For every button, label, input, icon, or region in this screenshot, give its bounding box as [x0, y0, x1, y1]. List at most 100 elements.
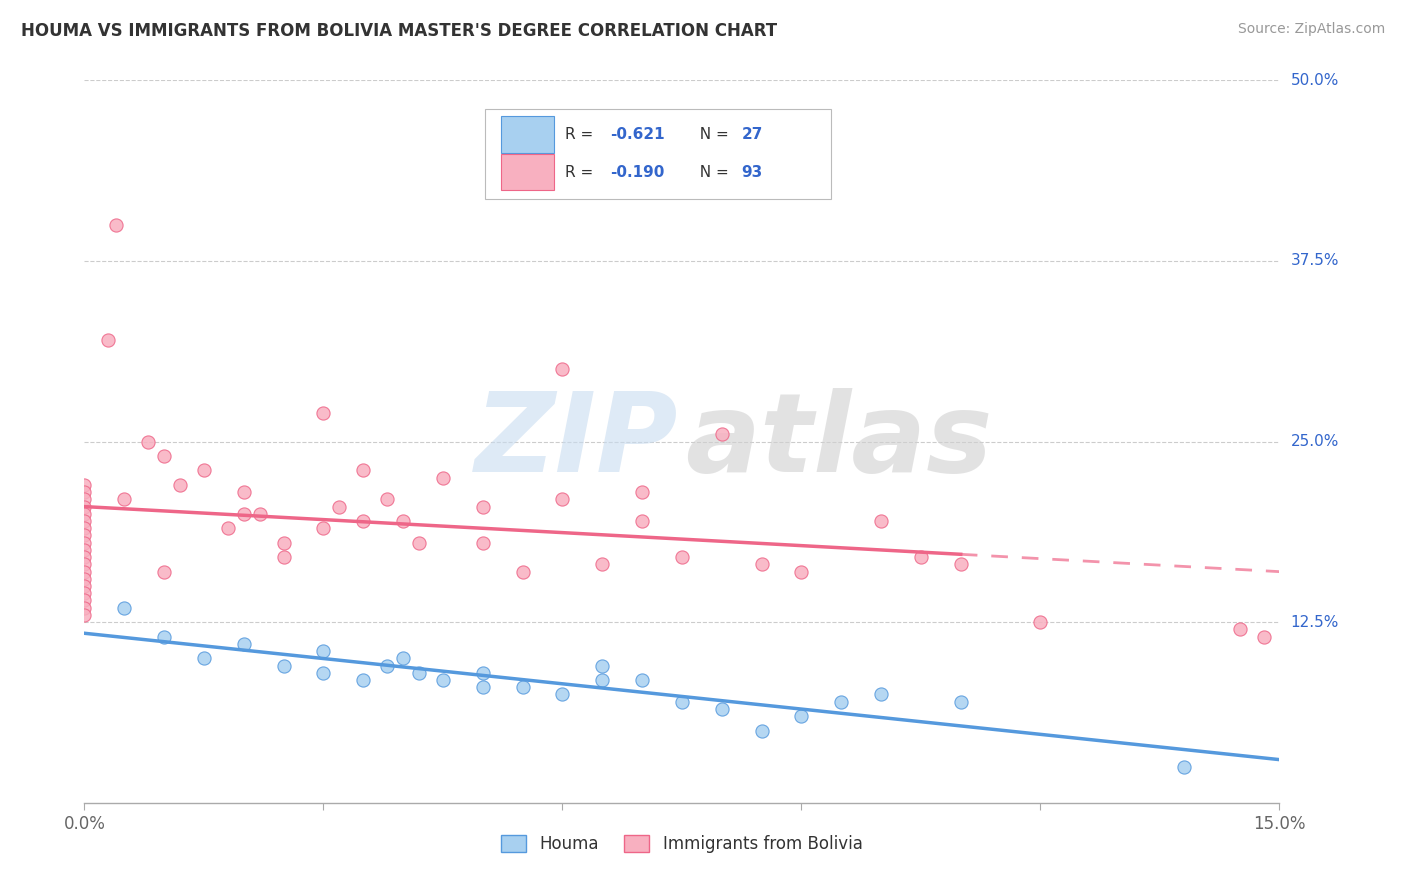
Point — [312, 665, 335, 680]
Point — [73, 558, 96, 572]
Point — [73, 500, 96, 514]
Point — [97, 334, 120, 348]
Point — [830, 695, 852, 709]
Point — [312, 521, 335, 535]
Point — [591, 558, 613, 572]
Point — [73, 507, 96, 521]
Point — [153, 565, 176, 579]
Point — [631, 514, 654, 528]
Point — [408, 535, 430, 549]
Point — [551, 362, 574, 376]
Text: HOUMA VS IMMIGRANTS FROM BOLIVIA MASTER'S DEGREE CORRELATION CHART: HOUMA VS IMMIGRANTS FROM BOLIVIA MASTER'… — [21, 22, 778, 40]
Point — [273, 658, 295, 673]
Point — [73, 600, 96, 615]
Point — [512, 680, 534, 694]
Point — [273, 550, 295, 565]
Point — [153, 449, 176, 463]
Point — [217, 521, 239, 535]
Point — [1029, 615, 1052, 630]
Point — [471, 500, 494, 514]
Text: N =: N = — [690, 164, 734, 179]
Text: 50.0%: 50.0% — [1291, 73, 1339, 87]
FancyBboxPatch shape — [502, 117, 554, 153]
Point — [73, 579, 96, 593]
Text: 37.5%: 37.5% — [1291, 253, 1339, 268]
Point — [73, 593, 96, 607]
Point — [73, 572, 96, 586]
Point — [73, 478, 96, 492]
Text: 25.0%: 25.0% — [1291, 434, 1339, 449]
Text: 27: 27 — [742, 127, 763, 142]
Point — [949, 695, 972, 709]
Point — [169, 478, 191, 492]
Point — [471, 665, 494, 680]
Point — [591, 673, 613, 687]
Point — [1229, 623, 1251, 637]
Point — [193, 651, 215, 665]
Point — [408, 665, 430, 680]
Point — [73, 542, 96, 557]
Point — [1253, 630, 1275, 644]
Point — [232, 637, 254, 651]
Point — [232, 485, 254, 500]
Point — [312, 406, 335, 420]
Text: N =: N = — [690, 127, 734, 142]
Point — [112, 492, 135, 507]
Point — [73, 528, 96, 542]
Text: R =: R = — [565, 164, 598, 179]
Point — [249, 507, 271, 521]
Point — [375, 658, 398, 673]
Point — [232, 507, 254, 521]
Point — [73, 535, 96, 549]
Point — [471, 535, 494, 549]
Point — [790, 709, 813, 723]
Point — [631, 673, 654, 687]
Point — [73, 565, 96, 579]
Point — [870, 514, 893, 528]
FancyBboxPatch shape — [502, 154, 554, 190]
Point — [949, 558, 972, 572]
Text: R =: R = — [565, 127, 598, 142]
Point — [631, 485, 654, 500]
Point — [392, 514, 415, 528]
FancyBboxPatch shape — [485, 109, 831, 200]
Point — [328, 500, 350, 514]
Point — [591, 658, 613, 673]
Point — [671, 695, 693, 709]
Legend: Houma, Immigrants from Bolivia: Houma, Immigrants from Bolivia — [495, 828, 869, 860]
Point — [153, 630, 176, 644]
Point — [432, 673, 454, 687]
Point — [710, 702, 733, 716]
Point — [671, 550, 693, 565]
Text: ZIP: ZIP — [475, 388, 678, 495]
Point — [790, 565, 813, 579]
Point — [136, 434, 159, 449]
Point — [105, 218, 128, 232]
Point — [751, 558, 773, 572]
Point — [73, 492, 96, 507]
Point — [352, 463, 374, 477]
Point — [512, 565, 534, 579]
Text: 93: 93 — [742, 164, 763, 179]
Point — [73, 586, 96, 600]
Text: atlas: atlas — [686, 388, 993, 495]
Point — [710, 427, 733, 442]
Point — [273, 535, 295, 549]
Text: Source: ZipAtlas.com: Source: ZipAtlas.com — [1237, 22, 1385, 37]
Text: -0.190: -0.190 — [610, 164, 665, 179]
Point — [551, 492, 574, 507]
Point — [73, 514, 96, 528]
Point — [551, 687, 574, 701]
Point — [392, 651, 415, 665]
Point — [1173, 760, 1195, 774]
Point — [193, 463, 215, 477]
Point — [73, 521, 96, 535]
Point — [352, 514, 374, 528]
Point — [312, 644, 335, 658]
Point — [73, 607, 96, 622]
Point — [432, 471, 454, 485]
Point — [352, 673, 374, 687]
Point — [73, 550, 96, 565]
Text: 12.5%: 12.5% — [1291, 615, 1339, 630]
Point — [910, 550, 932, 565]
